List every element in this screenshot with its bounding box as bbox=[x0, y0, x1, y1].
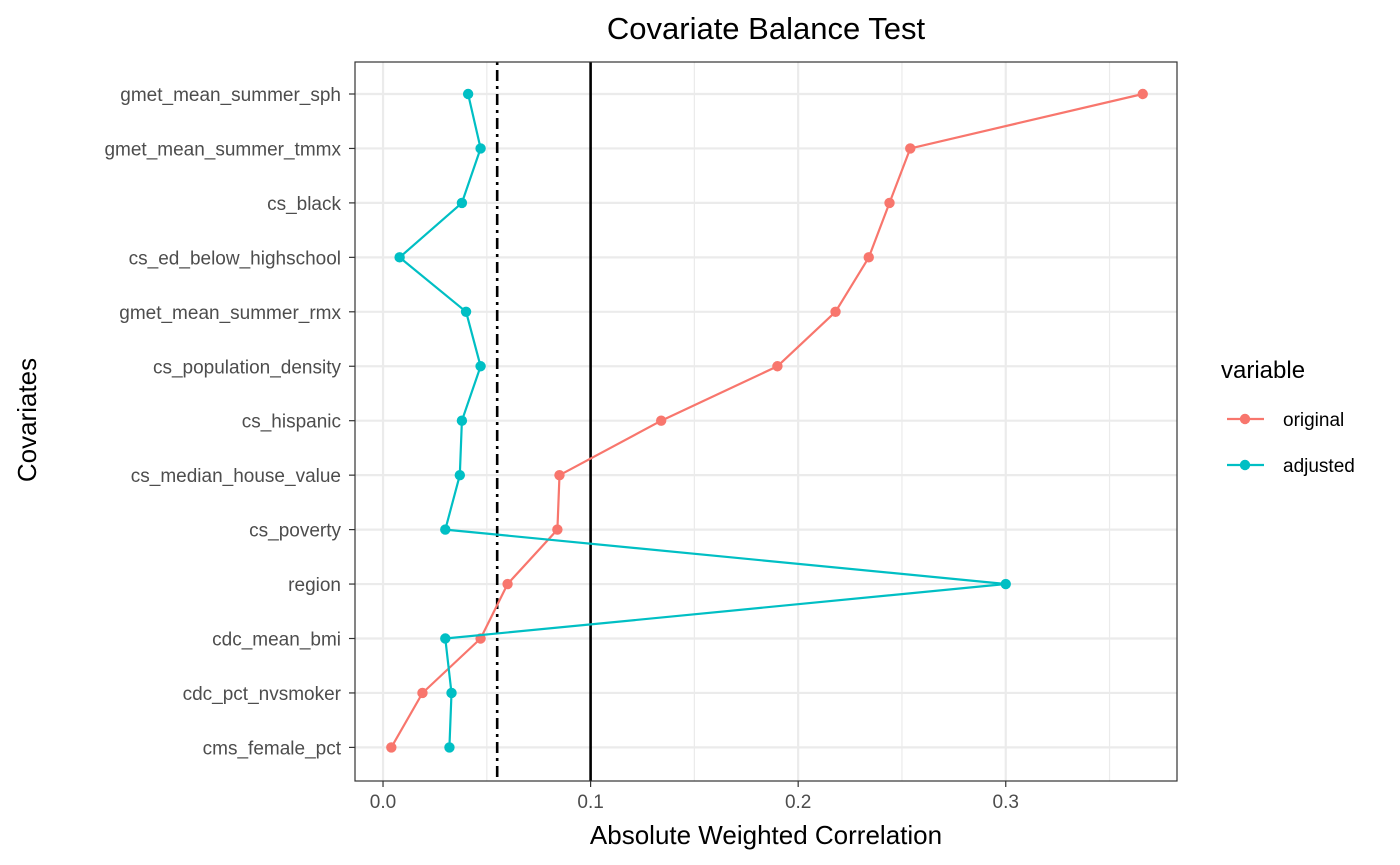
y-tick-label: cs_median_house_value bbox=[131, 466, 341, 487]
y-tick-label: cs_hispanic bbox=[242, 412, 341, 433]
data-point-adjusted bbox=[454, 469, 466, 481]
legend-label-original: original bbox=[1283, 410, 1344, 431]
data-point-original bbox=[884, 197, 895, 209]
y-tick-label: cdc_mean_bmi bbox=[212, 630, 341, 651]
chart-title: Covariate Balance Test bbox=[607, 11, 926, 46]
y-tick-label: gmet_mean_summer_rmx bbox=[119, 303, 341, 324]
data-point-adjusted bbox=[456, 415, 468, 426]
x-axis-title: Absolute Weighted Correlation bbox=[590, 820, 942, 850]
plot-area: cms_female_pct cdc_pct_nvsmoker cdc_mean_b… bbox=[104, 61, 1178, 813]
legend-key-point bbox=[1239, 413, 1251, 425]
data-point-original bbox=[502, 578, 513, 590]
data-point-adjusted bbox=[475, 361, 486, 372]
legend: variable original adjusted bbox=[1221, 357, 1355, 477]
y-tick-label: region bbox=[288, 575, 341, 596]
y-tick-label: cms_female_pct bbox=[203, 738, 342, 759]
data-point-adjusted bbox=[475, 143, 486, 154]
y-tick-label: gmet_mean_summer_tmmx bbox=[104, 139, 341, 160]
data-point-adjusted bbox=[1000, 578, 1011, 590]
data-point-original bbox=[417, 687, 428, 699]
data-point-adjusted bbox=[456, 197, 468, 209]
data-point-adjusted bbox=[460, 306, 472, 317]
y-tick-label: cs_population_density bbox=[153, 357, 342, 378]
data-point-original bbox=[905, 143, 916, 154]
x-tick-label: 0.3 bbox=[993, 792, 1019, 813]
x-tick-label: 0.0 bbox=[370, 792, 396, 813]
data-point-adjusted bbox=[446, 687, 457, 699]
legend-title: variable bbox=[1221, 357, 1305, 384]
x-tick-label: 0.1 bbox=[577, 792, 603, 813]
y-tick-label: gmet_mean_summer_sph bbox=[120, 85, 341, 106]
data-point-adjusted bbox=[440, 633, 451, 644]
data-point-original bbox=[554, 469, 565, 481]
data-point-adjusted bbox=[444, 742, 455, 753]
data-point-original bbox=[552, 524, 563, 535]
y-tick-label: cs_black bbox=[267, 194, 341, 215]
y-tick-label: cs_poverty bbox=[249, 521, 341, 542]
x-tick-label: 0.2 bbox=[785, 792, 811, 813]
data-point-original bbox=[655, 415, 667, 426]
data-point-original bbox=[1137, 88, 1148, 100]
panel-border bbox=[354, 61, 1178, 782]
data-point-adjusted bbox=[394, 252, 405, 263]
data-point-adjusted bbox=[440, 524, 451, 535]
y-axis-title: Covariates bbox=[12, 358, 42, 482]
data-point-original bbox=[386, 742, 397, 753]
data-point-original bbox=[772, 361, 783, 372]
legend-key-point bbox=[1239, 459, 1251, 471]
data-point-original bbox=[830, 306, 841, 317]
data-point-original bbox=[863, 252, 874, 263]
y-tick-label: cdc_pct_nvsmoker bbox=[183, 684, 342, 705]
data-point-adjusted bbox=[462, 88, 474, 100]
y-tick-label: cs_ed_below_highschool bbox=[129, 248, 341, 269]
legend-label-adjusted: adjusted bbox=[1283, 456, 1355, 477]
